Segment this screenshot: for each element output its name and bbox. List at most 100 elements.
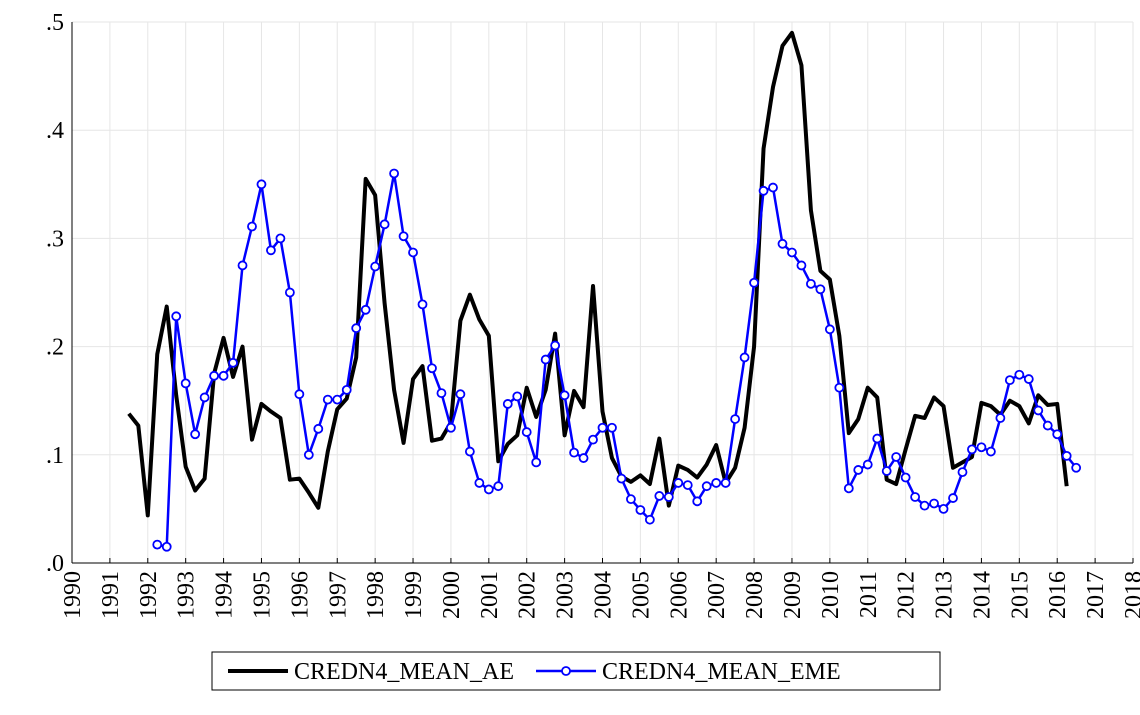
data-point: [322, 394, 333, 405]
data-point: [474, 478, 485, 488]
data-point: [578, 453, 589, 463]
data-point: [256, 179, 267, 190]
data-point: [313, 423, 324, 434]
data-point: [493, 481, 504, 492]
data-point: [986, 446, 996, 457]
x-tick-label: 1994: [212, 571, 238, 619]
data-point: [550, 340, 561, 351]
x-tick-label: 2018: [1121, 571, 1140, 619]
data-point: [427, 363, 437, 374]
x-tick-label: 1990: [60, 571, 86, 619]
x-tick-label: 2008: [742, 571, 768, 619]
x-tick-label: 1993: [174, 571, 200, 619]
y-tick-label: .4: [46, 118, 64, 144]
data-point: [521, 427, 532, 437]
x-tick-label: 2009: [780, 571, 806, 619]
data-point: [266, 245, 276, 256]
data-point: [1071, 462, 1082, 473]
x-tick-label: 2012: [894, 571, 920, 619]
data-point: [768, 182, 778, 193]
data-point: [910, 492, 921, 502]
y-tick-label: .0: [46, 551, 64, 577]
data-point: [417, 299, 428, 310]
data-point: [408, 247, 418, 258]
data-point: [682, 480, 693, 490]
x-tick-label: 1999: [401, 571, 427, 619]
x-tick-label: 2011: [856, 571, 882, 618]
x-tick-label: 1998: [363, 571, 389, 619]
y-tick-label: .1: [46, 443, 64, 469]
x-tick-label: 1991: [98, 571, 124, 619]
data-point: [512, 391, 523, 402]
data-point: [247, 221, 257, 232]
data-point: [1023, 374, 1034, 384]
x-tick-label: 2013: [932, 571, 958, 619]
data-point: [502, 399, 513, 409]
data-point: [294, 389, 305, 400]
data-point: [967, 444, 977, 455]
data-point: [663, 492, 674, 502]
legend-marker: [561, 666, 571, 676]
data-point: [948, 493, 958, 503]
x-tick-label: 1997: [325, 571, 351, 619]
data-point: [1004, 375, 1015, 386]
data-point: [711, 478, 722, 488]
data-point: [815, 284, 826, 295]
data-point: [540, 354, 551, 365]
data-point: [436, 388, 447, 399]
data-point: [843, 483, 854, 494]
data-point: [872, 433, 883, 444]
data-point: [796, 260, 807, 271]
data-point: [455, 389, 466, 400]
x-tick-label: 2005: [628, 571, 654, 619]
y-tick-label: .2: [46, 335, 64, 361]
data-point: [881, 466, 892, 476]
data-point: [806, 278, 816, 289]
data-point: [957, 467, 968, 478]
data-point: [654, 491, 665, 501]
series-line: [127, 30, 1069, 518]
data-point: [559, 390, 570, 401]
data-point: [749, 277, 759, 288]
x-tick-label: 2000: [439, 571, 465, 619]
data-point: [379, 219, 390, 230]
data-point: [228, 357, 238, 368]
data-point: [607, 422, 617, 433]
data-point: [739, 352, 750, 363]
data-point: [900, 472, 911, 483]
data-point: [938, 503, 949, 514]
data-point: [720, 478, 731, 488]
data-point: [161, 541, 172, 552]
data-point: [891, 452, 902, 462]
x-tick-label: 2017: [1083, 571, 1109, 619]
data-point: [360, 304, 371, 315]
x-tick-label: 2007: [704, 571, 730, 619]
data-point: [171, 311, 182, 322]
x-tick-label: 2001: [477, 571, 503, 619]
data-point: [218, 370, 229, 381]
data-point: [341, 384, 352, 395]
data-point: [398, 231, 409, 242]
data-point: [351, 323, 362, 334]
data-point: [531, 457, 542, 468]
data-point: [284, 287, 295, 298]
data-point: [929, 498, 939, 509]
data-point: [588, 434, 598, 445]
data-point: [862, 459, 873, 470]
legend-label: CREDN4_MEAN_AE: [294, 659, 514, 685]
data-point: [597, 422, 608, 433]
legend-label: CREDN4_MEAN_EME: [602, 659, 841, 685]
data-point: [1033, 405, 1044, 416]
x-tick-label: 2006: [666, 571, 692, 619]
data-point: [237, 260, 248, 271]
x-tick-label: 2010: [818, 571, 844, 619]
data-point: [635, 505, 646, 515]
data-point: [303, 449, 314, 460]
x-tick-label: 1992: [136, 571, 162, 619]
data-point: [626, 494, 636, 505]
x-tick-label: 2016: [1045, 571, 1071, 619]
data-point: [389, 168, 399, 179]
data-point: [853, 465, 864, 475]
data-point: [1052, 429, 1063, 440]
